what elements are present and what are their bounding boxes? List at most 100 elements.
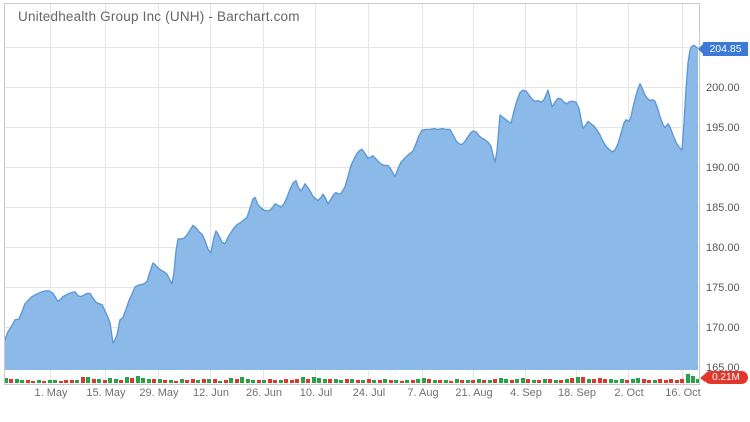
volume-bar-down	[510, 380, 514, 383]
x-axis-label: 1. May	[34, 387, 68, 399]
volume-bar-down	[400, 381, 404, 383]
volume-bar-up	[86, 377, 90, 383]
volume-bar-down	[389, 380, 393, 383]
volume-bar-down	[427, 379, 431, 383]
volume-bar-up	[394, 380, 398, 383]
volume-bar-down	[130, 378, 134, 383]
y-axis-label: 175.00	[706, 282, 740, 294]
volume-bar-down	[625, 380, 629, 383]
x-axis-label: 29. May	[139, 387, 179, 399]
volume-bar-up	[169, 380, 173, 383]
volume-bar-up	[636, 378, 640, 383]
volume-bar-up	[240, 377, 244, 383]
volume-bar-up	[696, 379, 700, 383]
volume-bar-down	[669, 379, 673, 383]
x-axis-label: 15. May	[86, 387, 126, 399]
volume-bar-up	[488, 380, 492, 383]
volume-bar-down	[647, 380, 651, 383]
volume-bar-up	[15, 379, 19, 383]
volume-bar-down	[471, 380, 475, 383]
volume-bar-up	[334, 379, 338, 383]
x-axis-label: 21. Aug	[455, 387, 492, 399]
volume-bar-down	[581, 377, 585, 383]
volume-bar-up	[147, 379, 151, 383]
volume-bar-down	[191, 379, 195, 383]
volume-bar-down	[367, 379, 371, 383]
volume-bar-up	[532, 380, 536, 383]
volume-bar-up	[48, 380, 52, 383]
volume-bar-down	[345, 379, 349, 383]
volume-bar-up	[361, 380, 365, 383]
volume-bar-up	[455, 379, 459, 383]
y-axis-label: 190.00	[706, 162, 740, 174]
x-axis-label: 18. Sep	[558, 387, 596, 399]
volume-bar-up	[383, 379, 387, 383]
volume-badge: 0.21M	[700, 371, 748, 384]
y-axis-label: 195.00	[706, 122, 740, 134]
volume-bar-up	[207, 379, 211, 383]
volume-bar-down	[570, 378, 574, 383]
volume-bar-up	[323, 379, 327, 383]
volume-bar-down	[103, 380, 107, 383]
volume-bar-down	[42, 381, 46, 383]
volume-bar-up	[125, 377, 129, 383]
volume-bar-up	[108, 378, 112, 383]
volume-bar-down	[81, 377, 85, 383]
volume-bar-up	[196, 380, 200, 383]
y-axis-label: 180.00	[706, 242, 740, 254]
volume-bar-up	[466, 380, 470, 383]
volume-bar-up	[301, 377, 305, 383]
x-axis-label: 24. Jul	[353, 387, 385, 399]
volume-bar-up	[372, 380, 376, 383]
volume-bar-down	[31, 381, 35, 383]
volume-bar-up	[317, 378, 321, 383]
volume-bar-down	[9, 379, 13, 383]
volume-bar-up	[229, 378, 233, 383]
volume-bar-up	[631, 379, 635, 383]
volume-bar-up	[251, 380, 255, 383]
volume-bar-up	[279, 380, 283, 383]
price-area	[5, 45, 698, 371]
x-axis-label: 16. Oct	[665, 387, 700, 399]
volume-bar-up	[614, 380, 618, 383]
volume-bar-down	[290, 380, 294, 383]
volume-bar-down	[268, 379, 272, 383]
volume-bar-down	[26, 380, 30, 383]
volume-bar-down	[92, 379, 96, 383]
y-axis-label: 165.00	[706, 362, 740, 374]
volume-bar-up	[433, 380, 437, 383]
volume-bar-down	[224, 380, 228, 383]
volume-bar-down	[411, 380, 415, 383]
volume-bar-up	[521, 378, 525, 383]
volume-bar-up	[114, 379, 118, 383]
volume-bar-up	[20, 380, 24, 383]
volume-bar-down	[356, 380, 360, 383]
volume-bar-up	[554, 380, 558, 383]
volume-bar-down	[273, 380, 277, 383]
volume-bar-down	[449, 381, 453, 383]
volume-bar-up	[350, 379, 354, 383]
volume-bar-down	[438, 380, 442, 383]
volume-bar-down	[284, 379, 288, 383]
volume-bar-down	[174, 381, 178, 383]
volume-bar-up	[565, 379, 569, 383]
volume-bar-down	[295, 379, 299, 383]
price-line	[4, 44, 699, 344]
volume-bar-down	[235, 379, 239, 383]
volume-bar-up	[620, 379, 624, 383]
volume-bar-up	[339, 380, 343, 383]
volume-bar-up	[477, 379, 481, 383]
volume-bar-down	[213, 379, 217, 383]
volume-bar-up	[499, 378, 503, 383]
volume-bar-up	[180, 379, 184, 383]
x-axis-label: 12. Jun	[193, 387, 229, 399]
volume-bar-up	[141, 378, 145, 383]
volume-bar-down	[306, 379, 310, 383]
volume-bar-up	[691, 376, 695, 383]
volume-bar-up	[653, 380, 657, 383]
volume-bar-up	[444, 380, 448, 383]
volume-bar-up	[53, 380, 57, 383]
volume-bar-down	[119, 380, 123, 383]
volume-bar-down	[680, 379, 684, 383]
